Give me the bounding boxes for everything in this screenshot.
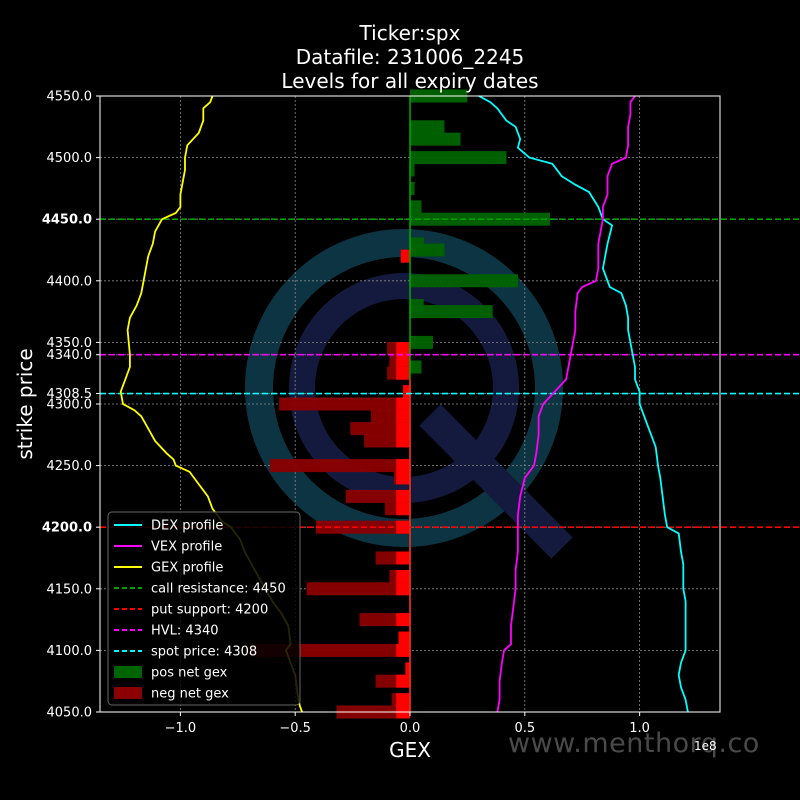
pos-gex-bar — [410, 274, 518, 288]
y-tick-label: 4350.0 — [47, 336, 93, 351]
neg-gex-bar-core — [396, 459, 410, 473]
neg-gex-bar-core — [396, 613, 410, 627]
neg-gex-bar-core — [396, 674, 410, 688]
neg-gex-bar-core — [396, 422, 410, 436]
neg-gex-bar-core — [396, 551, 410, 565]
neg-gex-bar-core — [396, 354, 410, 368]
pos-gex-bar — [410, 163, 415, 177]
x-tick-label: 0.5 — [514, 721, 535, 736]
x-tick-label: 1.0 — [629, 721, 650, 736]
legend-swatch — [114, 666, 142, 678]
neg-gex-bar-core — [396, 434, 410, 448]
chart-title-line: Ticker:spx — [359, 21, 461, 45]
y-tick-label: 4250.0 — [47, 459, 93, 474]
neg-gex-bar-core — [396, 693, 410, 707]
chart-title-line: Levels for all expiry dates — [281, 69, 538, 93]
neg-gex-bar-core — [405, 662, 410, 676]
pos-gex-bar — [410, 243, 445, 257]
neg-gex-bar-core — [396, 409, 410, 423]
neg-gex-bar-core — [396, 489, 410, 503]
legend-label: spot price: 4308 — [151, 645, 257, 660]
legend-label: neg net gex — [151, 687, 229, 702]
pos-gex-bar — [410, 305, 493, 319]
pos-gex-bar — [410, 360, 422, 374]
legend-label: DEX profile — [151, 519, 223, 534]
neg-gex-bar — [279, 397, 410, 411]
neg-gex-bar-core — [400, 249, 410, 263]
y-tick-label: 4300.0 — [47, 398, 93, 413]
x-scale-label: 1e8 — [694, 739, 717, 753]
axes: −1.0 −0.5 0.0 0.5 1.0 4050.0 4100.0 4150.0 4200.… — [13, 90, 721, 762]
legend-label: call resistance: 4450 — [151, 582, 286, 597]
series-line — [496, 95, 636, 713]
neg-gex-bar-core — [396, 520, 410, 534]
watermark-text: www.menthorq.co — [508, 728, 760, 759]
y-tick-label: 4450.0 — [42, 213, 92, 228]
pos-gex-bar — [410, 151, 507, 165]
y-tick-label: 4100.0 — [47, 644, 93, 659]
y-tick-label: 4150.0 — [47, 582, 93, 597]
neg-gex-bar-core — [403, 385, 410, 399]
y-tick-label: 4050.0 — [47, 706, 93, 721]
legend-label: pos net gex — [151, 666, 228, 681]
y-tick-label: 4340.0 — [47, 348, 93, 363]
neg-gex-bar-core — [396, 643, 410, 657]
neg-gex-bar-core — [396, 569, 410, 583]
pos-gex-bar — [410, 181, 415, 195]
y-axis-label: strike price — [13, 348, 37, 459]
chart-title-line: Datafile: 231006_2245 — [296, 45, 525, 69]
legend-label: HVL: 4340 — [151, 624, 219, 639]
neg-gex-bar — [269, 459, 410, 473]
neg-gex-bar-core — [396, 502, 410, 516]
x-tick-label: 0.0 — [400, 721, 421, 736]
x-axis-label: GEX — [389, 738, 431, 762]
y-tick-label: 4550.0 — [47, 90, 93, 105]
neg-gex-bar-core — [398, 631, 410, 645]
y-tick-label: 4400.0 — [47, 274, 93, 289]
pos-gex-bar — [410, 120, 445, 134]
y-tick-label: 4308.5 — [47, 387, 93, 402]
neg-gex-bar — [306, 582, 410, 596]
pos-gex-bar — [410, 335, 433, 349]
y-tick-label: 4500.0 — [47, 151, 93, 166]
neg-gex-bar-core — [396, 366, 410, 380]
legend-label: GEX profile — [151, 561, 223, 576]
neg-gex-bar-core — [396, 471, 410, 485]
legend-label: VEX profile — [151, 540, 222, 555]
pos-gex-bar — [410, 132, 461, 146]
legend: DEX profile VEX profile GEX profile call re… — [107, 511, 301, 706]
pos-gex-bar — [410, 200, 422, 214]
neg-gex-bar — [345, 489, 410, 503]
logo-tail — [419, 404, 573, 559]
neg-gex-bar-core — [396, 397, 410, 411]
neg-gex-bar — [350, 422, 410, 436]
legend-swatch — [114, 687, 142, 699]
y-tick-label: 4200.0 — [42, 521, 92, 536]
legend-label: put support: 4200 — [151, 603, 268, 618]
series-line — [478, 95, 689, 713]
neg-gex-bar-core — [396, 582, 410, 596]
x-tick-label: −1.0 — [165, 721, 197, 736]
x-tick-label: −0.5 — [279, 721, 311, 736]
legend-box — [107, 511, 301, 706]
neg-gex-bar-core — [396, 342, 410, 356]
